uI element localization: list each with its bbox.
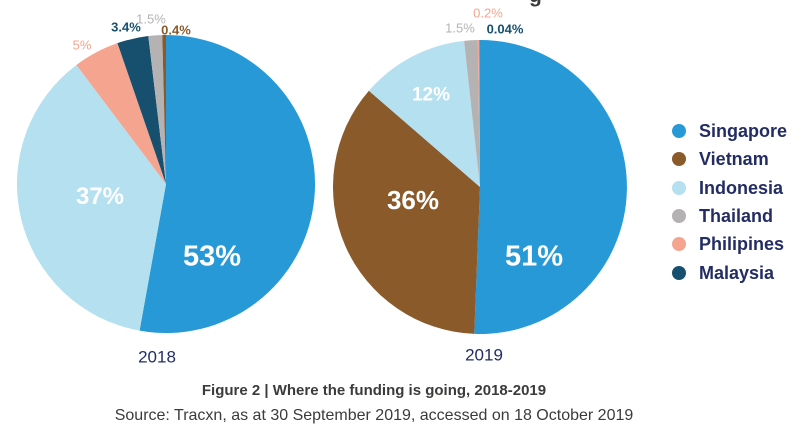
slice-label-2018-indonesia: 37% bbox=[75, 183, 125, 210]
slice-label-2018-thailand: 1.5% bbox=[136, 11, 166, 27]
legend-label: Vietnam bbox=[699, 149, 769, 170]
pie-slice-indonesia bbox=[17, 64, 166, 331]
legend-label: Singapore bbox=[699, 121, 788, 142]
slice-label-2019-malaysia: 0.04% bbox=[486, 21, 524, 37]
slice-label-2018-philipines: 5% bbox=[72, 37, 92, 53]
caption-source: Source: Tracxn, as at 30 September 2019,… bbox=[114, 407, 634, 424]
thailand-dot-icon bbox=[672, 209, 686, 224]
pie-slice-vietnam bbox=[162, 35, 166, 184]
legend-item-thailand: Thailand bbox=[672, 202, 787, 230]
indonesia-dot-icon bbox=[672, 180, 686, 195]
legend-item-indonesia: Indonesia bbox=[672, 174, 787, 202]
slice-label-2018-malaysia: 3.4% bbox=[111, 19, 141, 35]
vietnam-dot-icon bbox=[672, 152, 686, 167]
legend-item-philipines: Philipines bbox=[672, 230, 787, 258]
legend-label: Philipines bbox=[699, 234, 785, 255]
slice-label-2019-vietnam: 36% bbox=[386, 185, 440, 215]
pie-slice-singapore bbox=[139, 35, 315, 333]
pie-slice-malaysia bbox=[117, 36, 166, 184]
legend-item-vietnam: Vietnam bbox=[672, 145, 787, 173]
pie-slice-thailand bbox=[148, 35, 166, 184]
philipines-dot-icon bbox=[672, 237, 686, 252]
slice-label-2018-singapore: 53% bbox=[182, 240, 242, 273]
pie-slice-singapore bbox=[474, 40, 627, 334]
legend: Singapore Vietnam Indonesia Thailand Phi… bbox=[672, 117, 787, 287]
pie-slice-vietnam bbox=[333, 90, 480, 334]
pie-chart-2019 bbox=[333, 40, 627, 334]
slice-label-2018-vietnam: 0.4% bbox=[161, 22, 191, 38]
pie-slice-thailand bbox=[464, 40, 480, 187]
legend-item-singapore: Singapore bbox=[672, 117, 787, 145]
cropped-title-fragment: g bbox=[529, 0, 542, 6]
pie-chart-2018 bbox=[17, 35, 315, 333]
singapore-dot-icon bbox=[672, 124, 686, 139]
slice-label-2019-indonesia: 12% bbox=[411, 84, 451, 106]
slice-label-2019-thailand: 1.5% bbox=[445, 20, 475, 36]
pie-slice-indonesia bbox=[368, 40, 480, 187]
pie-slice-philipines bbox=[477, 40, 480, 187]
legend-label: Malaysia bbox=[699, 262, 775, 283]
caption-title: Figure 2 | Where the funding is going, 2… bbox=[201, 382, 547, 399]
slice-label-2019-singapore: 51% bbox=[504, 240, 564, 273]
figure-caption: Figure 2 | Where the funding is going, 2… bbox=[0, 383, 748, 424]
pie-slice-philipines bbox=[76, 43, 166, 184]
year-label-2019: 2019 bbox=[465, 345, 503, 365]
legend-label: Thailand bbox=[699, 206, 774, 227]
year-label-2018: 2018 bbox=[138, 347, 176, 367]
legend-item-malaysia: Malaysia bbox=[672, 258, 787, 286]
slice-label-2019-philipines: 0.2% bbox=[473, 5, 503, 21]
legend-label: Indonesia bbox=[699, 177, 784, 198]
malaysia-dot-icon bbox=[672, 265, 686, 280]
